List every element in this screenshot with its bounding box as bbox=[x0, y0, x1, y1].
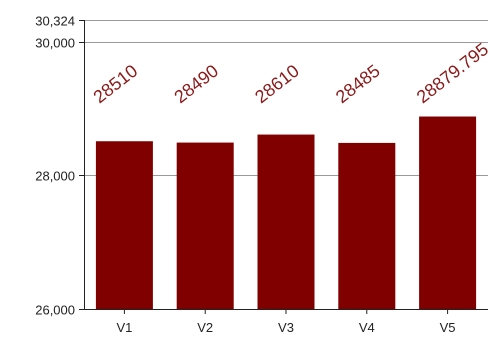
y-tick-label: 30,000 bbox=[35, 36, 75, 51]
bar bbox=[95, 141, 153, 309]
data-label: 28879.795 bbox=[413, 39, 492, 107]
x-tick-label: V1 bbox=[116, 320, 132, 335]
x-tick-label: V4 bbox=[359, 320, 375, 335]
data-label: 28485 bbox=[332, 61, 384, 108]
y-tick-label: 26,000 bbox=[35, 303, 75, 318]
data-label: 28610 bbox=[251, 61, 303, 108]
y-tick-label: 28,000 bbox=[35, 169, 75, 184]
y-tick-label: 30,324 bbox=[35, 14, 75, 29]
axes: 26,000 28,000 30,000 30,324 V1 V2 V3 V4 V5 bbox=[35, 14, 488, 335]
x-tick-label: V2 bbox=[197, 320, 213, 335]
bar bbox=[338, 142, 396, 309]
x-tick-label: V3 bbox=[278, 320, 294, 335]
x-tick-label: V5 bbox=[440, 320, 456, 335]
bar bbox=[176, 142, 234, 309]
data-label: 28490 bbox=[170, 61, 222, 108]
bar bbox=[419, 116, 477, 309]
data-labels: 28510 28490 28610 28485 28879.795 bbox=[90, 39, 493, 107]
bars bbox=[95, 116, 477, 309]
data-label: 28510 bbox=[90, 61, 142, 108]
bar bbox=[257, 134, 315, 309]
